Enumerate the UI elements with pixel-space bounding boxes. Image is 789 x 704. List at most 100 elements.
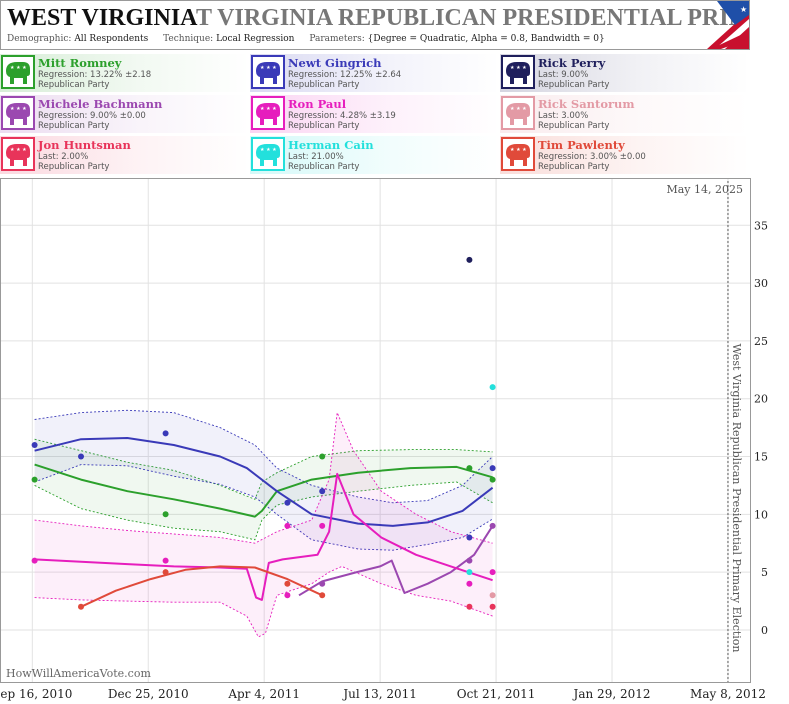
demographic-label: Demographic: [7,34,72,44]
candidate-party: Republican Party [538,80,610,90]
poll-point [284,522,291,529]
x-tick-label: May 8, 2012 [690,687,766,701]
poll-point [162,569,169,576]
candidate-party: Republican Party [288,162,360,172]
confidence-band [34,439,493,540]
x-tick-label: Apr 4, 2011 [227,687,300,701]
parameters-line: Demographic: All Respondents Technique: … [7,34,605,44]
poll-point [489,384,496,391]
lower-bound-line [34,464,493,551]
y-tick-label: 25 [754,335,768,348]
flag-logo-icon: ★ [707,1,749,49]
svg-text:★ ★ ★: ★ ★ ★ [10,147,27,153]
x-tick-label: Sep 16, 2010 [0,687,72,701]
confidence-band [34,412,493,637]
y-tick-label: 10 [754,508,768,521]
poll-point [489,592,496,599]
poll-point [31,476,38,483]
candidate-stat: Regression: 12.25% ±2.64 [288,70,402,80]
trend-line [298,525,494,597]
poll-point [78,603,84,610]
poll-point [466,569,473,576]
candidate-stat: Last: 21.00% [288,152,344,162]
poll-point [466,580,473,587]
candidate-stat: Regression: 9.00% ±0.00 [38,111,146,121]
trend-line [80,565,323,608]
poll-chart: Sep 16, 2010 Dec 25, 2010 Apr 4, 2011 Jul 1… [0,178,768,701]
parameters-label: Parameters: [309,34,365,44]
candidate-name: Michele Bachmann [38,97,163,111]
poll-point [489,569,496,576]
lower-bound-line [34,565,493,638]
y-tick-label: 30 [754,277,768,290]
poll-point [319,592,326,599]
candidate-name: Rick Perry [538,56,606,70]
poll-point [489,476,496,483]
poll-point [489,603,496,610]
candidate-name: Ron Paul [288,97,347,111]
svg-text:★: ★ [740,5,747,14]
x-tick-label: Jan 29, 2012 [572,687,651,701]
candidate-name: Jon Huntsman [38,138,131,152]
poll-point [319,453,326,460]
x-tick-label: Dec 25, 2010 [108,687,189,701]
upper-bound-line [34,410,493,544]
y-tick-label: 5 [761,566,768,579]
candidate-card: ★ ★ ★ Herman Cain Last: 21.00% Republican P… [250,136,500,174]
candidate-party: Republican Party [38,80,110,90]
candidate-name: Herman Cain [288,138,374,152]
svg-text:★ ★ ★: ★ ★ ★ [10,65,27,71]
y-tick-label: 15 [754,451,768,464]
poll-point [489,522,496,529]
candidate-card: ★ ★ ★ Rick Santorum Last: 3.00% Republican … [500,95,750,133]
candidate-card: ★ ★ ★ Michele Bachmann Regression: 9.00% ±… [0,95,250,133]
elephant-icon: ★ ★ ★ [1,96,35,130]
svg-text:★ ★ ★: ★ ★ ★ [510,65,527,71]
elephant-icon: ★ ★ ★ [251,55,285,89]
header-banner: WEST VIRGINIA T VIRGINIA REPUBLICAN PRES… [0,0,750,50]
candidate-card: ★ ★ ★ Tim Pawlenty Regression: 3.00% ±0.00… [500,136,750,174]
page-title: WEST VIRGINIA [7,5,198,31]
poll-point [78,453,84,460]
candidate-party: Republican Party [288,80,360,90]
poll-point [319,488,326,495]
svg-text:★ ★ ★: ★ ★ ★ [510,147,527,153]
poll-point [162,557,169,564]
svg-text:★ ★ ★: ★ ★ ★ [260,147,277,153]
candidate-card: ★ ★ ★ Mitt Romney Regression: 13.22% ±2.18… [0,54,250,92]
demographic-value: All Respondents [74,34,149,44]
candidate-card: ★ ★ ★ Newt Gingrich Regression: 12.25% ±2.… [250,54,500,92]
elephant-icon: ★ ★ ★ [251,137,285,171]
candidate-stat: Regression: 3.00% ±0.00 [538,152,646,162]
svg-text:★ ★ ★: ★ ★ ★ [260,106,277,112]
trend-line [34,472,493,601]
poll-point [284,580,291,587]
poll-point [31,442,38,448]
y-tick-label: 0 [761,624,768,637]
y-tick-label: 35 [754,219,768,232]
candidate-stat: Last: 9.00% [538,70,589,80]
election-label: West Virginia Republican Presidential Pr… [730,344,743,653]
svg-text:★ ★ ★: ★ ★ ★ [510,106,527,112]
technique-value: Local Regression [216,34,295,44]
candidate-name: Mitt Romney [38,56,122,70]
elephant-icon: ★ ★ ★ [501,96,535,130]
candidate-stat: Last: 3.00% [538,111,589,121]
candidate-name: Tim Pawlenty [538,138,625,152]
candidate-party: Republican Party [38,162,110,172]
poll-point [466,465,473,472]
poll-point [284,592,291,599]
y-tick-label: 20 [754,393,768,406]
svg-text:★ ★ ★: ★ ★ ★ [260,65,277,71]
poll-point [466,603,473,610]
plot-frame [0,178,751,683]
candidate-party: Republican Party [288,121,360,131]
candidate-party: Republican Party [538,121,610,131]
page-title-overflow: T VIRGINIA REPUBLICAN PRESIDENTIAL PRIMA [196,5,750,31]
candidate-card: ★ ★ ★ Ron Paul Regression: 4.28% ±3.19 Repu… [250,95,500,133]
candidate-party: Republican Party [38,121,110,131]
candidate-stat: Regression: 13.22% ±2.18 [38,70,152,80]
candidate-party: Republican Party [538,162,610,172]
poll-point [466,256,473,263]
poll-point [31,557,38,564]
